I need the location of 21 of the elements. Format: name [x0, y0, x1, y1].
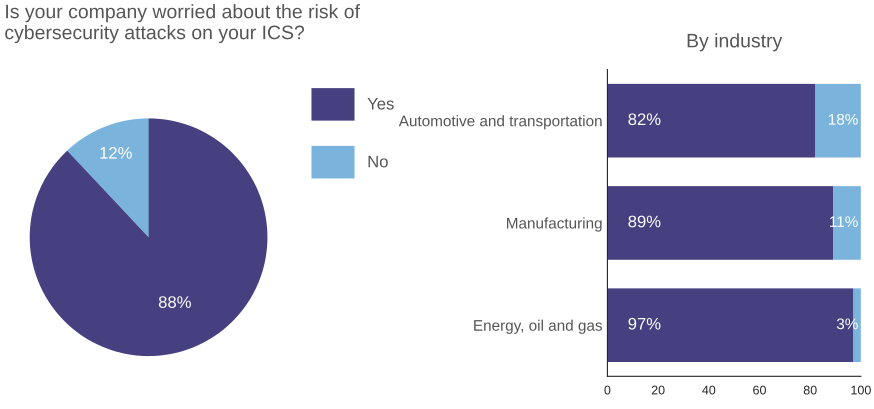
bar — [815, 84, 861, 158]
x-tick-label: 40 — [702, 386, 716, 394]
x-tick-label: 100 — [851, 386, 871, 394]
chart-title: By industry — [688, 33, 782, 52]
data-label: 88% — [158, 296, 191, 308]
data-label: 18% — [828, 114, 858, 125]
legend-label: No — [368, 156, 388, 168]
y-tick-label: Manufacturing — [507, 217, 602, 232]
x-tick-label: 0 — [604, 386, 610, 394]
data-label: 82% — [628, 113, 660, 126]
x-tick-label: 20 — [652, 386, 665, 394]
x-tick-label: 80 — [804, 386, 817, 394]
legend-label: Yes — [368, 98, 394, 110]
chart-title: Is your company worried about the risk of cybersecurity attacks on your ICS? — [5, 4, 360, 44]
data-label: 97% — [628, 318, 660, 330]
data-label: 89% — [628, 216, 660, 228]
y-tick-label: Energy, oil and gas — [474, 320, 602, 334]
y-tick-label: Automotive and transportation — [398, 115, 602, 130]
data-label: 12% — [100, 147, 132, 159]
bar — [607, 84, 816, 158]
x-tick-label: 60 — [753, 386, 766, 394]
